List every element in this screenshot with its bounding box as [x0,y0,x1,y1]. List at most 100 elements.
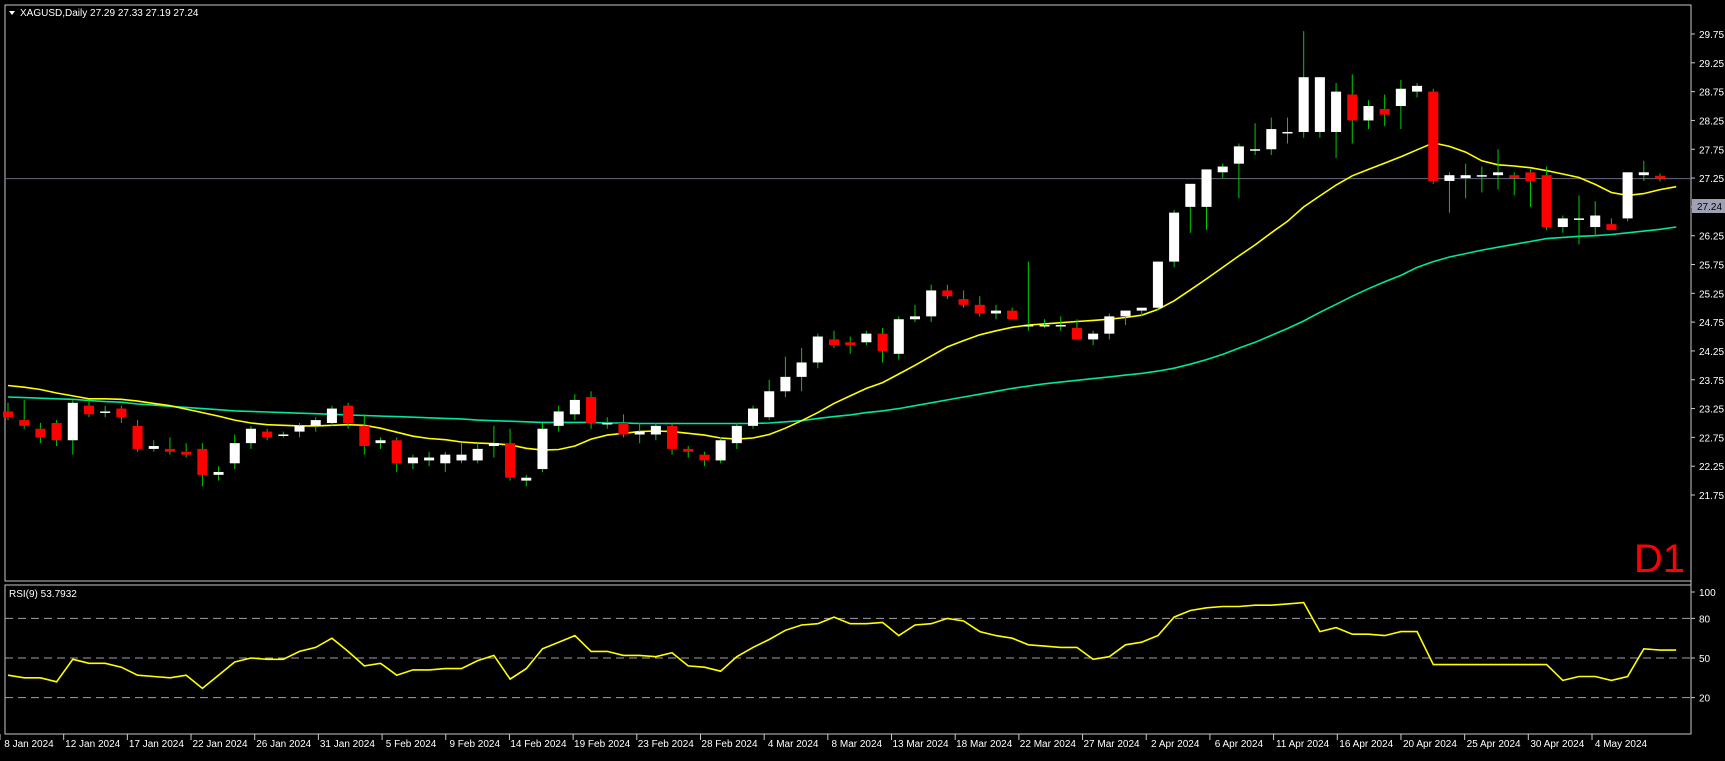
candle [926,284,937,323]
candle-body [731,425,742,444]
candle-body [877,333,888,351]
candle-body [148,446,159,449]
candle-body [456,454,467,461]
candle [440,451,451,472]
candle-body [1233,146,1244,164]
candle [1023,261,1034,331]
candle [1428,88,1439,184]
candle [1055,316,1066,331]
time-tick-label: 19 Feb 2024 [574,739,631,750]
time-tick-label: 18 Mar 2024 [956,739,1013,750]
candle-body [1493,172,1504,176]
candle [958,290,969,308]
candle [1298,31,1309,138]
candle-body [537,428,548,470]
candle-body [569,399,580,415]
candle-body [1606,224,1617,230]
candle [197,443,208,487]
price-tick-label: 25.25 [1699,289,1724,300]
price-tick-label: 28.75 [1699,88,1724,99]
candle [2,402,14,421]
candle-body [828,339,840,346]
candle-body [683,448,694,452]
price-panel[interactable] [4,4,1692,582]
candle [634,422,645,444]
candle-body [164,448,175,452]
candle [1444,172,1455,213]
candle [1217,163,1228,179]
candle [1476,166,1487,193]
candle-body [440,454,451,464]
time-tick-label: 14 Feb 2024 [510,739,567,750]
time-tick-label: 11 Apr 2024 [1276,739,1330,750]
candle-body [1169,212,1180,262]
price-tick-label: 22.75 [1699,433,1724,444]
price-tick-label: 25.75 [1699,261,1724,272]
candle [1347,74,1358,144]
time-tick-label: 4 May 2024 [1595,739,1648,750]
candle [877,327,888,363]
candle-body [278,434,289,436]
rsi-header: RSI(9) 53.7932 [9,589,77,600]
time-tick-label: 22 Jan 2024 [193,739,248,750]
candle [1622,172,1633,222]
candle [51,420,62,447]
time-tick-label: 20 Apr 2024 [1403,739,1457,750]
candle [424,451,435,467]
candle [618,414,629,438]
time-tick-label: 25 Apr 2024 [1467,739,1521,750]
candle [569,394,580,421]
candle [1169,209,1180,268]
candle-body [359,425,370,447]
candle [1088,330,1099,346]
candle-body [974,304,985,314]
candle [132,420,143,452]
price-tick-label: 24.25 [1699,347,1724,358]
candle-body [1104,316,1115,334]
candle [812,333,823,369]
dropdown-triangle-icon[interactable] [9,11,15,15]
price-tick-label: 23.25 [1699,405,1724,416]
candle [164,437,175,455]
candle-body [1590,215,1601,228]
candle-body [1152,261,1163,308]
ma-slow-line [7,226,1677,425]
candle [1573,195,1585,245]
rsi-panel[interactable] [4,584,1692,735]
candle [909,304,921,323]
candle-body [472,448,483,461]
time-tick-label: 9 Feb 2024 [449,739,500,750]
candle [181,443,192,458]
candle-body [1201,169,1212,207]
candle [148,440,159,452]
candle-body [1217,166,1228,173]
candle-body [942,290,953,297]
candle [974,296,985,317]
price-tick-label: 28.25 [1699,116,1724,127]
candle [683,446,694,458]
time-tick-label: 17 Jan 2024 [129,739,184,750]
candle-body [343,405,354,423]
time-tick-label: 12 Jan 2024 [65,739,120,750]
candle [1039,319,1050,328]
candle-body [1039,325,1050,327]
candle [1071,319,1082,340]
candle-body [602,422,613,425]
candle-body [1557,218,1568,228]
candle-body [1622,172,1633,219]
candle [310,417,321,432]
candle-body [618,422,629,435]
candle-body [1476,175,1487,177]
time-tick-label: 13 Mar 2024 [892,739,949,750]
candle [505,428,516,481]
candle-body [812,336,823,363]
candle-body [1379,108,1390,115]
candle-body [35,428,46,438]
candle-body [699,454,710,461]
rsi-tick-label: 50 [1699,654,1711,665]
candle [942,284,953,300]
price-tick-label: 27.75 [1699,145,1724,156]
candle-body [488,443,499,447]
